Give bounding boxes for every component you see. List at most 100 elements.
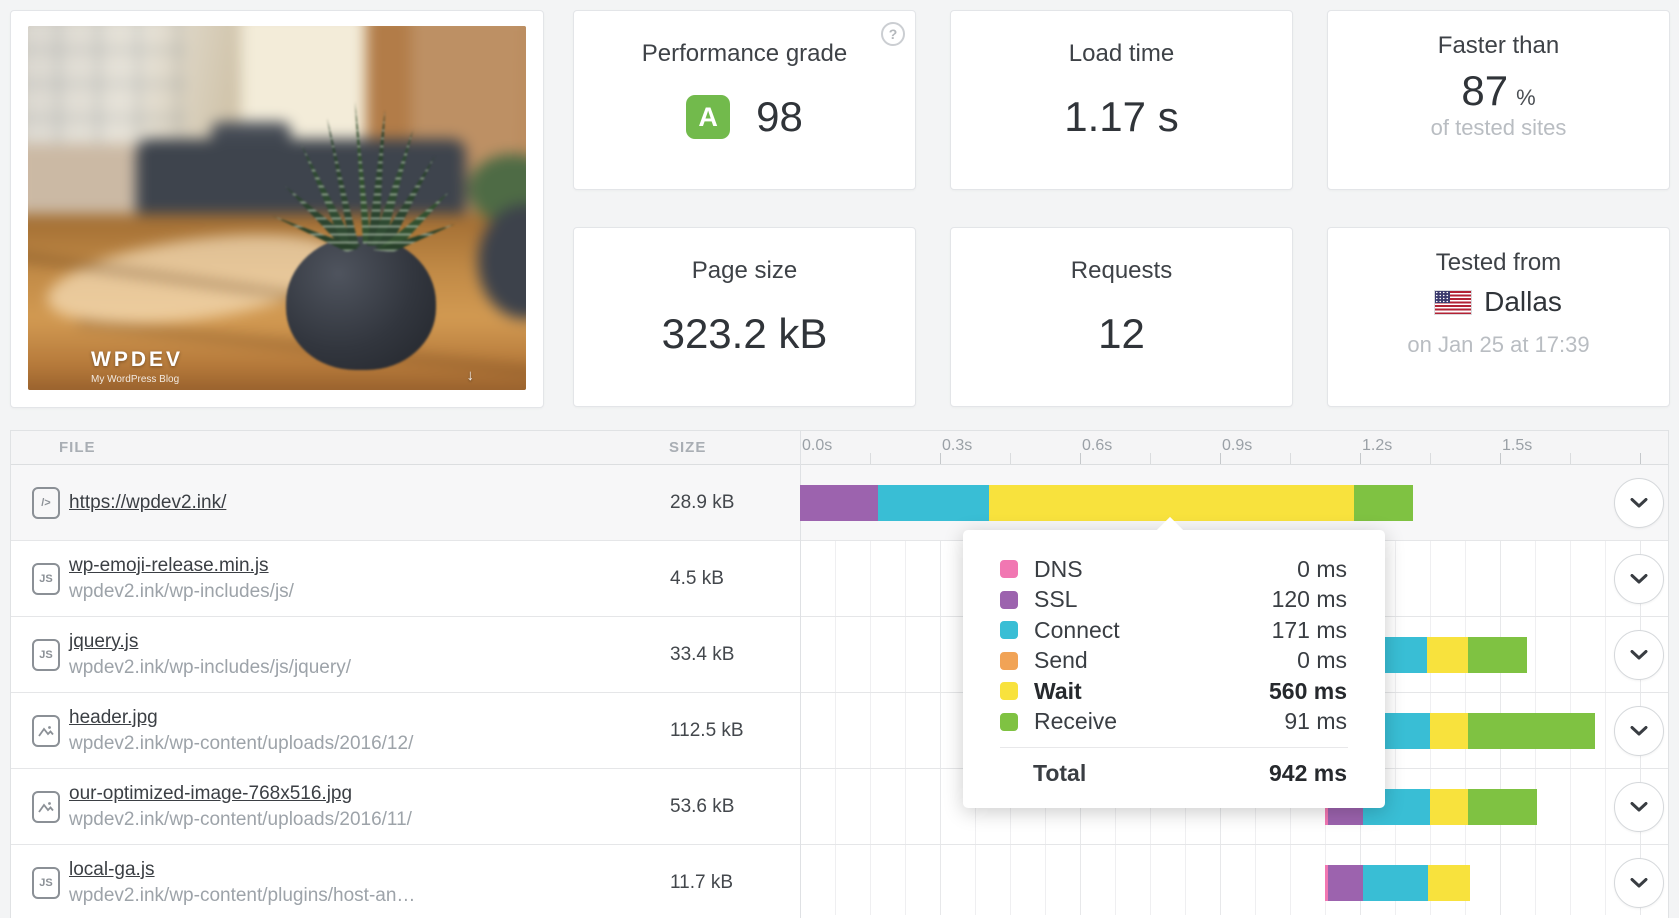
site-logo-text: WPDEV <box>91 348 184 371</box>
wait-segment <box>1430 712 1468 749</box>
image-file-icon <box>32 790 60 823</box>
plant-pot-scene <box>28 26 526 390</box>
wait-segment <box>1428 864 1470 901</box>
card-title: Load time <box>1068 40 1175 67</box>
waterfall-body: /> https://wpdev2.ink/28.9 kB JS wp-emoji-r… <box>11 465 1668 918</box>
waterfall-table: FILE SIZE 0.0s 0.3s 0.6s 0.9s 1.2s 1.5s /> htt… <box>10 430 1669 918</box>
tooltip-phase-value: 171 ms <box>1271 616 1347 643</box>
page-size-card: Page size 323.2 kB <box>573 227 916 407</box>
connect-segment <box>878 484 989 521</box>
expand-row-button[interactable] <box>1614 553 1664 604</box>
site-thumbnail-card: WPDEV My WordPress Blog ↓ <box>10 10 544 408</box>
performance-grade-card: Performance grade ? A 98 <box>573 10 916 190</box>
faster-than-value: 87% <box>1461 67 1536 114</box>
timeline-tick-label: 0.9s <box>1222 437 1253 454</box>
file-link[interactable]: header.jpg <box>69 706 158 728</box>
file-size: 33.4 kB <box>670 643 735 665</box>
tooltip-phase-label: Receive <box>1034 708 1118 735</box>
faster-than-subtitle: of tested sites <box>1430 115 1567 140</box>
column-header-file: FILE <box>59 439 96 456</box>
ssl-segment <box>1328 864 1363 901</box>
expand-row-button[interactable] <box>1614 857 1664 908</box>
timeline-tick-mark <box>940 453 941 464</box>
timing-bar[interactable] <box>800 484 1413 521</box>
chevron-down-icon <box>1630 877 1648 887</box>
receive-legend-swatch <box>1000 712 1018 731</box>
receive-segment <box>1468 788 1537 825</box>
receive-segment <box>1354 484 1413 521</box>
timeline-gridline <box>905 465 906 915</box>
image-file-icon <box>32 714 60 747</box>
file-link[interactable]: local-ga.js <box>69 858 155 880</box>
expand-row-button[interactable] <box>1614 629 1664 680</box>
file-row: header.jpg wpdev2.ink/wp-content/uploads/… <box>11 693 1668 769</box>
send-legend-swatch <box>1000 651 1018 670</box>
waterfall-timeline-header: FILE SIZE 0.0s 0.3s 0.6s 0.9s 1.2s 1.5s <box>11 431 1668 465</box>
tooltip-phase-value: 0 ms <box>1297 647 1347 674</box>
file-row: /> https://wpdev2.ink/28.9 kB <box>11 465 1668 541</box>
timeline-tick-label: 0.0s <box>802 437 833 454</box>
timeline-tick-mark <box>1570 453 1571 464</box>
timeline-gridline <box>870 465 871 915</box>
file-row: JS wp-emoji-release.min.js wpdev2.ink/wp-i… <box>11 541 1668 617</box>
tooltip-row: Connect 171 ms <box>963 615 1385 646</box>
file-row: JS local-ga.js wpdev2.ink/wp-content/plugi… <box>11 845 1668 918</box>
site-screenshot: WPDEV My WordPress Blog ↓ <box>28 26 526 390</box>
timeline-tick-mark <box>1430 453 1431 464</box>
grade-score: 98 <box>756 93 803 140</box>
tooltip-row: SSL 120 ms <box>963 585 1385 616</box>
tooltip-row: DNS 0 ms <box>963 554 1385 585</box>
timeline-gridline <box>940 465 941 915</box>
chevron-down-icon <box>1630 573 1648 583</box>
expand-row-button[interactable] <box>1614 781 1664 832</box>
load-time-card: Load time 1.17 s <box>950 10 1293 190</box>
timeline-tick-mark <box>1150 453 1151 464</box>
tooltip-phase-value: 0 ms <box>1297 555 1347 582</box>
tooltip-phase-label: SSL <box>1034 586 1078 613</box>
timing-bar[interactable] <box>1363 636 1527 673</box>
timeline-gridline <box>1465 465 1466 915</box>
tooltip-phase-label: Connect <box>1034 616 1120 643</box>
load-time-value: 1.17 s <box>1064 93 1179 140</box>
tooltip-phase-value: 560 ms <box>1268 677 1347 704</box>
chevron-down-icon <box>1630 801 1648 811</box>
timeline-tick-mark <box>1080 453 1081 464</box>
timeline-gridline <box>1535 465 1536 915</box>
expand-row-button[interactable] <box>1614 705 1664 756</box>
tooltip-phase-value: 120 ms <box>1271 586 1347 613</box>
card-title: Page size <box>691 257 798 284</box>
js-file-icon: JS <box>32 562 60 595</box>
grade-badge: A <box>686 95 731 139</box>
timing-bar[interactable] <box>1363 712 1595 749</box>
expand-row-button[interactable] <box>1614 477 1664 528</box>
file-link[interactable]: https://wpdev2.ink/ <box>69 491 227 513</box>
tooltip-total-label: Total <box>1033 760 1087 786</box>
page-size-value: 323.2 kB <box>661 310 828 357</box>
timeline-tick-mark <box>1220 453 1221 464</box>
wait-segment <box>1430 788 1468 825</box>
receive-segment <box>1468 712 1595 749</box>
card-title: Requests <box>1070 257 1173 284</box>
file-link[interactable]: jquery.js <box>69 630 139 652</box>
file-link[interactable]: wp-emoji-release.min.js <box>69 554 269 576</box>
test-location: Dallas <box>1484 286 1562 317</box>
chevron-down-icon <box>1630 497 1648 507</box>
tooltip-phase-label: DNS <box>1034 555 1083 582</box>
timing-bar[interactable] <box>1325 864 1470 901</box>
tooltip-row: Receive 91 ms <box>963 707 1385 738</box>
timeline-tick-label: 1.5s <box>1502 437 1533 454</box>
html-file-icon: /> <box>32 486 60 519</box>
file-path: wpdev2.ink/wp-content/plugins/host-an… <box>69 884 416 906</box>
wait-segment <box>989 484 1354 521</box>
request-timing-tooltip: DNS 0 ms SSL 120 ms Connect 171 ms Send 0 ms Wai… <box>963 530 1385 808</box>
file-row: JS jquery.js wpdev2.ink/wp-includes/js/jqu… <box>11 617 1668 693</box>
timeline-tick-mark <box>1010 453 1011 464</box>
us-flag-icon <box>1434 289 1473 315</box>
ssl-segment <box>800 484 878 521</box>
receive-segment <box>1468 636 1527 673</box>
plant-pot <box>286 236 436 370</box>
tested-from-card: Tested from Dallas on Jan 25 at 17:39 <box>1327 227 1670 407</box>
timeline-tick-mark <box>870 453 871 464</box>
help-icon[interactable]: ? <box>881 22 905 46</box>
file-link[interactable]: our-optimized-image-768x516.jpg <box>69 782 353 804</box>
